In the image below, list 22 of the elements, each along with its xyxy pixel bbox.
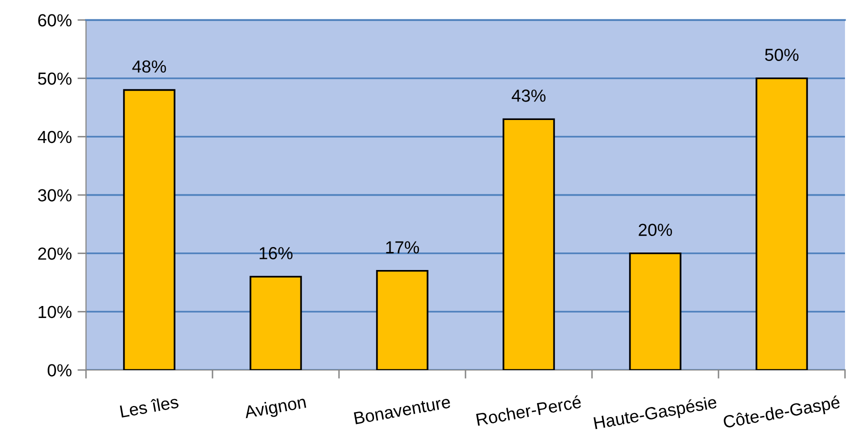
- data-label: 20%: [638, 224, 672, 236]
- bar: [250, 276, 302, 370]
- x-tick-label: Bonaventure: [354, 396, 451, 424]
- y-tick-label: 10%: [38, 306, 72, 318]
- bar: [123, 89, 176, 370]
- bar: [756, 78, 808, 370]
- data-label: 17%: [386, 241, 420, 254]
- data-label: 50%: [765, 48, 799, 62]
- x-tick-label: Avignon: [244, 395, 307, 422]
- data-label: 48%: [132, 60, 166, 73]
- data-label: 16%: [260, 247, 293, 260]
- data-label: 43%: [512, 90, 546, 102]
- y-tick-label: 0%: [48, 364, 72, 376]
- y-tick-label: 30%: [38, 189, 72, 202]
- y-tick-label: 20%: [38, 248, 72, 260]
- y-tick-label: 40%: [38, 130, 72, 144]
- bar: [376, 270, 428, 370]
- y-tick-label: 50%: [38, 72, 72, 85]
- bar: [629, 252, 682, 370]
- x-tick-label: Les îles: [120, 395, 179, 418]
- y-tick-label: 60%: [38, 14, 72, 26]
- bar: [502, 118, 555, 370]
